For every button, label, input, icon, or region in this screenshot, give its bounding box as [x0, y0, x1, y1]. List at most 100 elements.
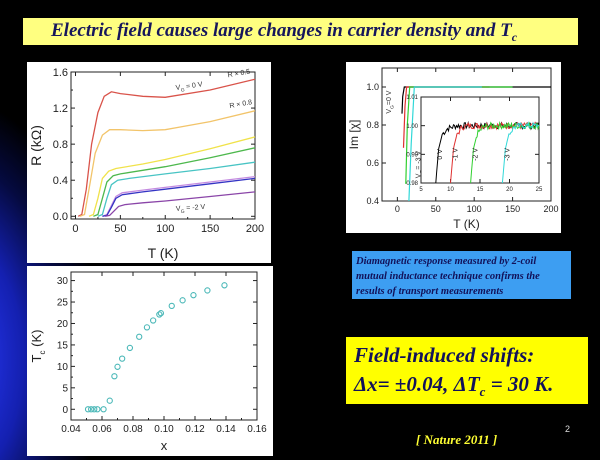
chi-chart-annotation: VG=0 V — [386, 90, 395, 113]
tc-data-point — [204, 287, 211, 294]
tc-chart-axes-frame — [70, 271, 258, 421]
tc-chart-x-tick-label: 0.10 — [154, 424, 174, 435]
r-chart-annotation: R × 0.5 — [227, 69, 251, 80]
inset-x-tick-label: 15 — [477, 187, 484, 193]
inset-x-tick-label: 5 — [419, 187, 423, 193]
r-chart-annotation-main: V — [176, 206, 181, 213]
tc-chart-y-label: Tc (K) — [29, 330, 47, 363]
r-chart-x-label: T (K) — [148, 245, 179, 261]
chi-curve-3 — [408, 86, 482, 202]
inset-x-tick-label: 10 — [447, 187, 454, 193]
inset-background — [421, 97, 539, 183]
chi-chart-annotation-rest: = -3 V — [415, 151, 422, 170]
r-chart-annotation: R × 0.8 — [229, 99, 253, 110]
tc-chart-y-tick-label: 20 — [57, 319, 69, 330]
r-chart-y-tick-label: 1.6 — [53, 67, 68, 79]
chi-chart-x-tick-label: 150 — [505, 204, 520, 214]
inset-y-tick-label: 0.98 — [406, 181, 418, 187]
r-chart-annotation-sub: G — [181, 209, 185, 215]
tc-data-point — [106, 397, 113, 404]
chi-chart-x-tick-label: 50 — [431, 204, 441, 214]
chi-chart-y-label: Im [χ] — [347, 120, 361, 150]
r-curve-2 — [88, 136, 256, 217]
chi-chart-annotation-main: V — [386, 109, 393, 114]
tc-data-point — [221, 282, 228, 289]
tc-chart-x-tick-label: 0.08 — [123, 424, 143, 435]
tc-data-point — [126, 344, 134, 352]
tc-data-point — [84, 406, 92, 413]
tc-data-point — [91, 406, 98, 413]
chi-chart-y-tick-label: 0.6 — [366, 158, 379, 168]
r-chart-axes-frame — [70, 71, 256, 220]
r-chart-annotation: VG = -2 V — [176, 204, 206, 215]
tc-data-point — [88, 406, 95, 413]
r-curve-3 — [93, 147, 256, 217]
inset-x-tick-label: 25 — [536, 187, 543, 193]
tc-data-point — [119, 355, 126, 362]
shifts-values: Δx= ±0.04, ΔTc = 30 K. — [354, 370, 580, 406]
tc-chart-x-tick-label: 0.12 — [185, 424, 205, 435]
r-chart-annotation-rest: = -2 V — [184, 204, 206, 212]
r-curve-0 — [77, 78, 256, 217]
shifts-values-sub: c — [479, 384, 486, 400]
inset-y-tick-label: 0.99 — [406, 152, 418, 158]
tc-data-point — [168, 302, 175, 310]
tc-chart-x-tick-label: 0.16 — [247, 424, 267, 435]
chi-chart-annotation-rest: =0 V — [386, 90, 393, 105]
chi-chart-y-tick-label: 1.0 — [366, 82, 379, 92]
inset-curve-3 — [501, 121, 540, 184]
tc-chart-x-tick-label: 0.06 — [92, 424, 112, 435]
tc-data-point — [190, 292, 197, 299]
tc-data-point — [157, 310, 165, 317]
tc-data-point — [94, 406, 101, 413]
slide-title: Electric field causes large changes in c… — [51, 20, 517, 45]
r-chart-annotation-sub: G — [180, 87, 185, 93]
chi-chart-x-tick-label: 200 — [543, 204, 558, 214]
tc-chart-y-tick-label: 15 — [57, 340, 69, 351]
r-curve-1 — [79, 110, 256, 217]
chi-chart-annotation-main: V — [415, 173, 422, 178]
tc-chart-y-tick-label: 0 — [62, 405, 68, 416]
inset-y-tick-label: 1.01 — [406, 95, 418, 101]
r-chart-annotation-main: R × 0.8 — [229, 99, 253, 110]
tc-chart-x-tick-label: 0.04 — [61, 424, 81, 435]
r-chart-annotation-main: V — [175, 84, 181, 92]
shifts-values-a: Δx= ±0.04, ΔT — [354, 372, 480, 396]
r-chart-y-tick-label: 0.0 — [53, 211, 68, 223]
tc-y-label-rest: (K) — [29, 330, 44, 351]
tc-data-point — [136, 333, 143, 340]
r-curve-4 — [97, 161, 256, 217]
tc-chart-x-label: x — [161, 438, 168, 453]
citation: [ Nature 2011 ] — [416, 432, 498, 447]
slide-title-box: Electric field causes large changes in c… — [23, 18, 578, 45]
tc-data-point — [114, 363, 121, 370]
diamagnetic-note-box: Diamagnetic response measured by 2-coil … — [352, 251, 571, 299]
r-chart-y-tick-label: 1.2 — [53, 103, 68, 115]
r-chart-y-tick-label: 0.8 — [53, 139, 68, 151]
tc-data-point — [143, 324, 151, 331]
tc-data-point — [100, 406, 107, 413]
r-chart-x-tick-label: 150 — [201, 223, 219, 235]
slide-title-subscript: c — [511, 29, 518, 44]
shifts-values-b: = 30 K. — [485, 372, 554, 396]
inset-curve-2 — [470, 120, 540, 184]
inset-voltage-label: -3 V — [505, 148, 512, 161]
r-chart-annotation-rest: = 0 V — [184, 81, 204, 91]
chi-chart-x-tick-label: 100 — [467, 204, 482, 214]
shifts-heading: Field-induced shifts: — [354, 343, 535, 367]
tc-data-point — [156, 311, 163, 318]
tc-data-point — [111, 373, 118, 380]
inset-voltage-label: -2 V — [473, 148, 480, 161]
r-chart-y-tick-label: 0.4 — [53, 175, 68, 187]
r-chart-x-tick-label: 50 — [114, 223, 126, 235]
inset-y-tick-label: 1.00 — [406, 124, 418, 130]
r-chart-annotation: VG = 0 V — [175, 81, 203, 94]
r-chart-x-tick-label: 200 — [246, 223, 264, 235]
chi-chart-y-tick-label: 0.8 — [366, 120, 379, 130]
chi-chart-x-tick-label: 0 — [395, 204, 400, 214]
r-chart-y-label: R (kΩ) — [28, 125, 44, 166]
tc-vs-carrier-density-chart: 0.04 0.06 0.08 0.10 0.12 0.14 0.16 0 5 10 15 20 25 30… — [29, 271, 267, 453]
